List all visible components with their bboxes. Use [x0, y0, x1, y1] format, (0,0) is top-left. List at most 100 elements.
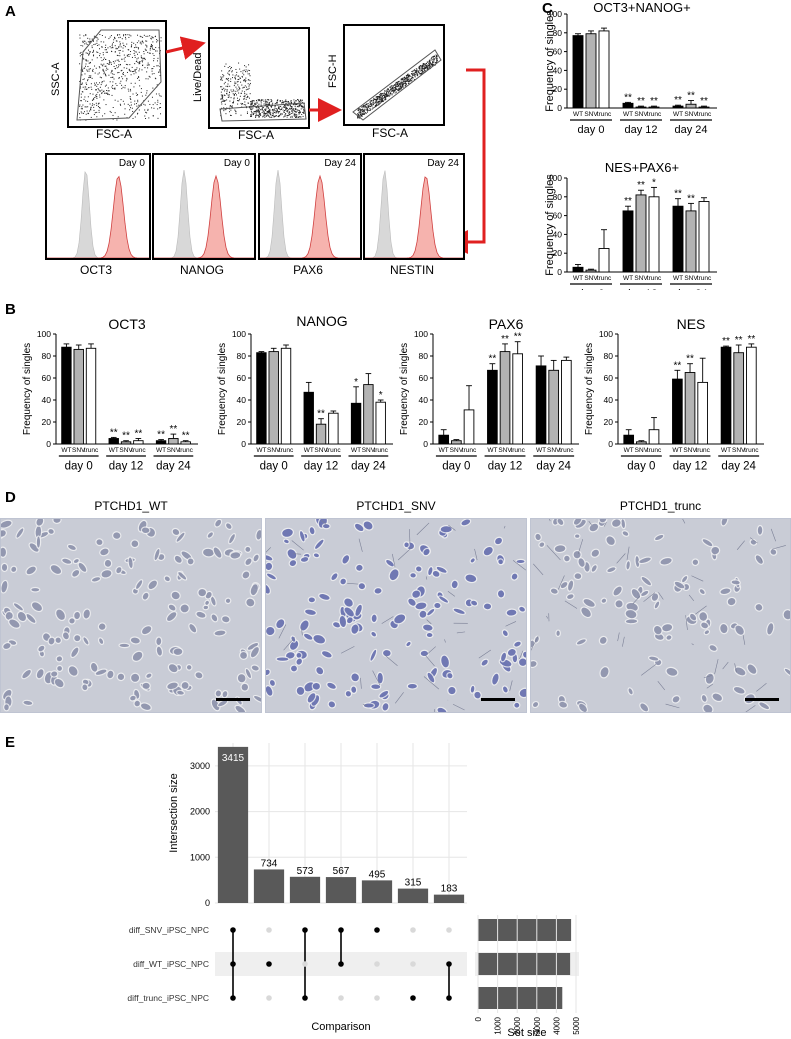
flow-dot: [395, 85, 397, 87]
flow-dot: [381, 96, 383, 98]
flow-dot: [130, 104, 132, 106]
day-label: day 0: [627, 461, 655, 473]
cell: [22, 670, 31, 679]
flow-dot: [243, 80, 245, 82]
flow-dot: [118, 64, 120, 66]
flow-dot: [424, 66, 426, 68]
day-label: day 12: [109, 461, 144, 473]
significance-mark: **: [687, 193, 695, 204]
flow-dot: [393, 89, 395, 91]
flow-dot: [224, 99, 226, 101]
flow-dot: [89, 40, 91, 42]
flow-dot: [224, 90, 226, 92]
flow-dot: [159, 103, 161, 105]
flow-dot: [379, 98, 381, 100]
flow-dot: [268, 110, 270, 112]
flow-dot: [95, 94, 97, 96]
bar-wt: [572, 35, 584, 109]
flow-dot: [392, 87, 394, 89]
flow-dot: [140, 55, 142, 57]
flow-dot: [246, 111, 248, 113]
flow-dot: [364, 108, 366, 110]
flow-dot: [382, 98, 384, 100]
cell: [583, 599, 595, 607]
cell: [471, 600, 478, 606]
flow-dot: [397, 84, 399, 86]
flow-dot: [116, 34, 118, 36]
bar-group-label: WT: [487, 447, 497, 454]
flow-dot: [300, 99, 302, 101]
flow-dot: [97, 73, 99, 75]
flow-dot: [247, 102, 249, 104]
flow-dot: [147, 100, 149, 102]
flow-dot: [122, 78, 124, 80]
flow-dot: [432, 60, 434, 62]
flow-dot: [258, 99, 260, 101]
neurite: [372, 670, 381, 686]
cell: [755, 604, 763, 611]
flow-dot: [234, 81, 236, 83]
flow-dot: [295, 107, 297, 109]
flow-dot: [422, 64, 424, 66]
flow-dot: [257, 110, 259, 112]
flow-dot: [411, 78, 413, 80]
flow-dot: [95, 102, 97, 104]
flow-dot: [90, 107, 92, 109]
bar-group-label: trunc: [559, 447, 574, 454]
flow-dot: [245, 89, 247, 91]
flow-dot: [135, 44, 137, 46]
flow-dot: [369, 107, 371, 109]
flow-dot: [91, 59, 93, 61]
flow-dot: [278, 107, 280, 109]
flow-dot: [149, 103, 151, 105]
flow-dot: [271, 103, 273, 105]
flow-dot: [146, 45, 148, 47]
flow-dot: [287, 114, 289, 116]
cell: [74, 611, 80, 620]
cell: [514, 702, 520, 708]
flow-dot: [248, 79, 250, 81]
flow-dot: [232, 102, 234, 104]
flow-dot: [381, 101, 383, 103]
flow-dot: [90, 108, 92, 110]
flow-dot: [424, 63, 426, 65]
histogram-negative-control: [47, 171, 149, 259]
flow-dot: [248, 102, 250, 104]
flow-dot: [229, 111, 231, 113]
flow-dot: [295, 100, 297, 102]
flow-dot: [376, 97, 378, 99]
flow-dot: [389, 92, 391, 94]
flow-dot: [141, 61, 143, 63]
day-label: day 12: [488, 461, 523, 473]
flow-dot: [423, 64, 425, 66]
flow-dot: [413, 79, 415, 81]
flow-dot: [105, 65, 107, 67]
flow-dot: [240, 114, 242, 116]
flow-dot: [281, 107, 283, 109]
flow-dot: [145, 44, 147, 46]
flow-dot: [147, 109, 149, 111]
flow-dot: [116, 67, 118, 69]
flow-dot: [123, 44, 125, 46]
flow-dot: [259, 109, 261, 111]
flow-dot: [96, 44, 98, 46]
flow-dot: [402, 84, 404, 86]
bar-group-label: WT: [573, 111, 583, 118]
flow-dot: [301, 113, 303, 115]
flow-dot: [303, 110, 305, 112]
flow-dot: [113, 73, 115, 75]
flow-dot: [156, 39, 158, 41]
flow-dot: [375, 99, 377, 101]
flow-dot: [238, 89, 240, 91]
flow-dot: [424, 65, 426, 67]
flow-dot: [119, 63, 121, 65]
flow-dot: [370, 104, 372, 106]
cell: [483, 603, 492, 610]
flow-dot: [368, 110, 370, 112]
matrix-dot-inactive: [446, 927, 452, 933]
flow-dot: [104, 49, 106, 51]
intersection-value: 183: [441, 884, 458, 895]
flow-dot: [242, 87, 244, 89]
cell: [621, 519, 625, 529]
flow-dot: [124, 85, 126, 87]
